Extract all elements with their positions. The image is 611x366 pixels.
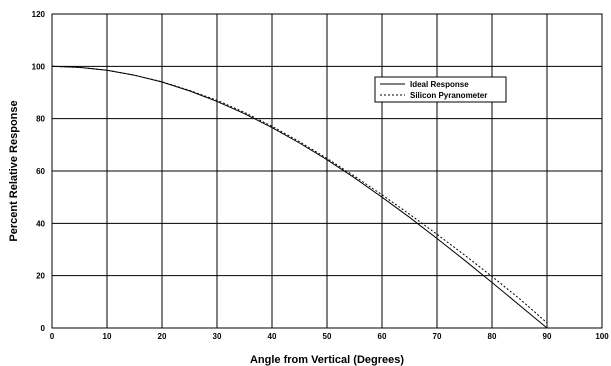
x-tick-label: 0 — [50, 332, 55, 341]
x-tick-label: 90 — [543, 332, 552, 341]
x-tick-label: 10 — [103, 332, 112, 341]
legend-label-silicon-pyranometer: Silicon Pyranometer — [410, 91, 487, 100]
x-tick-label: 100 — [595, 332, 609, 341]
series-line-ideal-response — [51, 65, 548, 329]
y-tick-label: 20 — [36, 272, 45, 281]
legend-label-ideal-response: Ideal Response — [410, 80, 469, 89]
y-tick-label: 60 — [36, 167, 45, 176]
x-tick-labels: 0 10 20 30 40 50 60 70 80 90 100 — [50, 332, 609, 341]
series-line-silicon-pyranometer — [51, 65, 548, 324]
y-tick-labels: 0 20 40 60 80 100 120 — [32, 10, 46, 333]
y-axis-title: Percent Relative Response — [8, 100, 20, 241]
legend-box — [374, 76, 507, 103]
y-tick-label: 40 — [36, 219, 45, 228]
x-tick-label: 50 — [323, 332, 332, 341]
y-tick-label: 120 — [32, 10, 46, 19]
x-axis-title: Angle from Vertical (Degrees) — [250, 354, 404, 366]
x-tick-label: 80 — [488, 332, 497, 341]
grid-lines — [51, 13, 603, 329]
x-tick-label: 70 — [433, 332, 442, 341]
x-tick-label: 20 — [158, 332, 167, 341]
series-lines — [51, 65, 548, 329]
y-tick-label: 80 — [36, 115, 45, 124]
x-tick-label: 60 — [378, 332, 387, 341]
y-tick-label: 0 — [41, 324, 46, 333]
plot-frame — [51, 13, 603, 329]
x-tick-label: 30 — [213, 332, 222, 341]
y-tick-label: 100 — [32, 62, 46, 71]
legend: Ideal Response Silicon Pyranometer — [374, 76, 507, 103]
x-tick-label: 40 — [268, 332, 277, 341]
